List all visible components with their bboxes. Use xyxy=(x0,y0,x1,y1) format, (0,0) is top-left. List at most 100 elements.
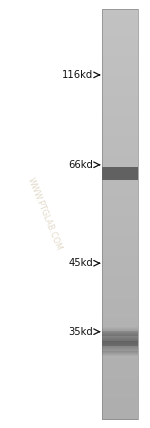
Bar xyxy=(102,268,138,269)
Bar xyxy=(102,33,138,35)
Bar xyxy=(102,50,138,51)
Bar xyxy=(102,133,138,135)
Bar xyxy=(102,62,138,64)
Bar xyxy=(102,351,138,353)
Bar xyxy=(102,343,138,345)
Bar xyxy=(102,363,138,365)
Bar xyxy=(102,126,138,128)
Bar xyxy=(102,398,138,399)
Bar xyxy=(102,206,138,208)
Bar xyxy=(102,166,138,168)
Bar xyxy=(102,324,138,325)
Bar xyxy=(102,180,138,181)
Bar xyxy=(102,152,138,154)
Bar xyxy=(102,187,138,188)
Bar xyxy=(102,18,138,20)
Bar xyxy=(102,243,138,244)
Bar xyxy=(102,403,138,405)
Bar xyxy=(102,271,138,273)
Bar xyxy=(102,299,138,301)
Bar xyxy=(102,256,138,258)
Bar xyxy=(102,121,138,123)
Bar xyxy=(102,114,138,116)
Bar xyxy=(102,236,138,238)
Bar xyxy=(102,222,138,224)
Bar xyxy=(102,237,138,239)
Bar xyxy=(102,70,138,72)
Bar xyxy=(102,99,138,101)
Bar xyxy=(102,195,138,196)
Bar xyxy=(102,351,138,352)
Bar xyxy=(102,306,138,308)
Bar xyxy=(102,198,138,199)
Bar xyxy=(102,80,138,82)
Bar xyxy=(102,102,138,104)
Bar xyxy=(102,110,138,112)
Bar xyxy=(102,230,138,232)
Bar xyxy=(102,15,138,17)
Bar xyxy=(102,109,138,110)
Bar xyxy=(102,340,138,342)
Bar xyxy=(102,223,138,226)
Bar xyxy=(102,348,138,349)
Bar xyxy=(102,376,138,377)
Bar xyxy=(102,317,138,318)
Bar xyxy=(102,344,138,346)
Bar xyxy=(102,356,138,357)
Bar xyxy=(102,319,138,321)
Bar xyxy=(102,337,138,338)
Bar xyxy=(102,304,138,306)
Bar xyxy=(102,21,138,23)
Bar xyxy=(102,328,138,330)
Bar xyxy=(102,54,138,56)
Bar xyxy=(102,131,138,132)
Bar xyxy=(102,354,138,356)
Text: 45kd: 45kd xyxy=(68,258,93,268)
Bar xyxy=(102,415,138,417)
Bar xyxy=(102,29,138,31)
Bar xyxy=(102,281,138,283)
Bar xyxy=(102,51,138,53)
Bar xyxy=(102,410,138,412)
Bar xyxy=(102,300,138,302)
Bar xyxy=(102,273,138,275)
Bar xyxy=(102,103,138,105)
Bar xyxy=(102,358,138,359)
Bar xyxy=(102,47,138,49)
Bar xyxy=(102,357,138,358)
Bar xyxy=(102,411,138,413)
Bar xyxy=(102,35,138,36)
Bar xyxy=(102,78,138,80)
Bar xyxy=(102,140,138,142)
Bar xyxy=(102,321,138,323)
Bar xyxy=(102,262,138,264)
Bar xyxy=(102,52,138,54)
Bar xyxy=(102,343,138,345)
Bar xyxy=(102,226,138,228)
Bar xyxy=(102,342,138,343)
Bar xyxy=(102,143,138,145)
Bar xyxy=(102,217,138,219)
Bar xyxy=(102,45,138,48)
Bar xyxy=(102,330,138,331)
Bar xyxy=(102,167,138,180)
Bar xyxy=(102,27,138,28)
Bar xyxy=(102,248,138,250)
Bar xyxy=(102,365,138,366)
Bar xyxy=(102,413,138,414)
Bar xyxy=(102,284,138,285)
Bar xyxy=(102,98,138,99)
Bar xyxy=(102,73,138,75)
Bar xyxy=(102,210,138,212)
Bar xyxy=(102,83,138,84)
Bar xyxy=(102,358,138,360)
Bar xyxy=(102,160,138,162)
Bar xyxy=(102,391,138,392)
Bar xyxy=(102,122,138,124)
Bar xyxy=(102,295,138,297)
Bar xyxy=(102,250,138,251)
Bar xyxy=(102,196,138,198)
Bar xyxy=(102,229,138,231)
Bar xyxy=(102,173,138,175)
Bar xyxy=(102,24,138,25)
